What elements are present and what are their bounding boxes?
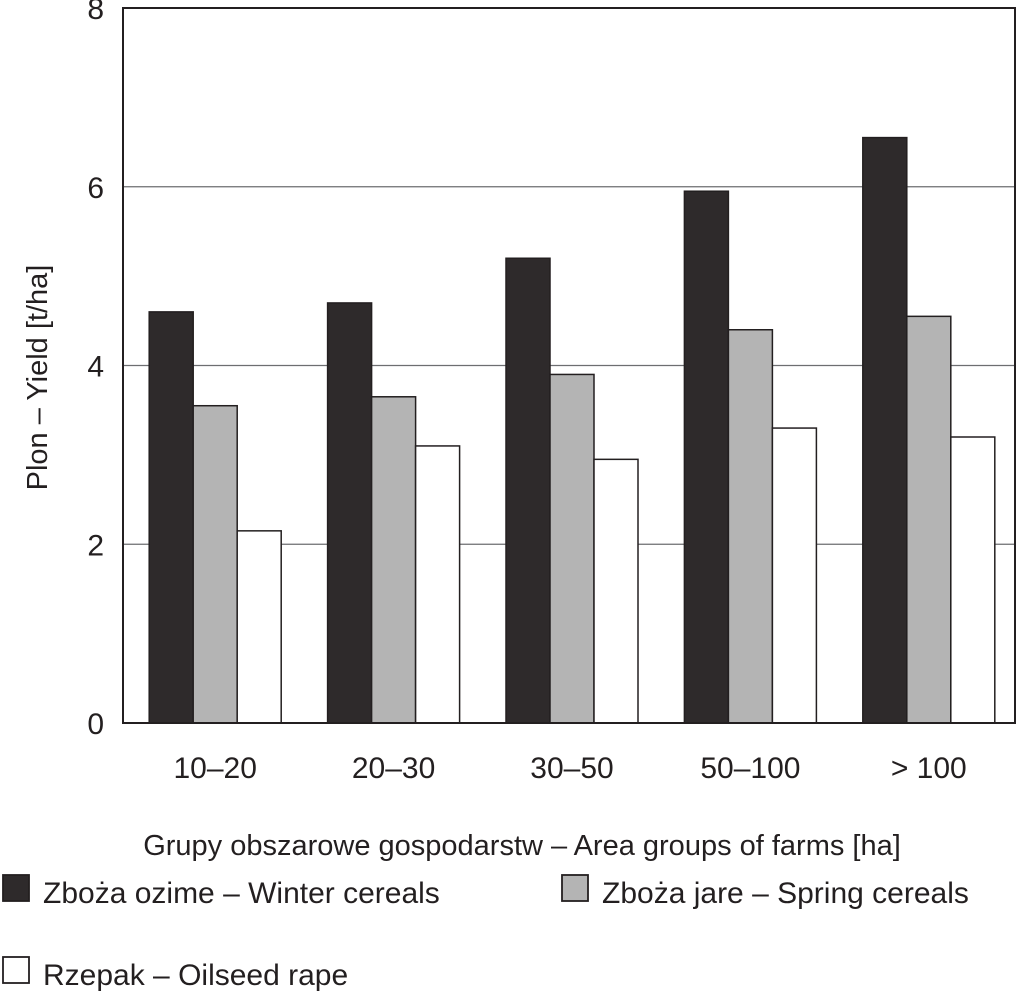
bar-winter-cereals — [683, 190, 730, 724]
x-tick-labels: 10–20 20–30 30–50 50–100 > 100 — [173, 752, 966, 785]
bar-spring-cereals — [192, 404, 238, 724]
y-tick-label: 8 — [87, 0, 104, 26]
plot-frame — [122, 7, 1016, 724]
y-tick-label: 0 — [87, 708, 104, 741]
legend-swatch — [2, 874, 30, 902]
bar-oilseed-rape — [950, 436, 996, 724]
legend-label: Zboża ozime – Winter cereals — [43, 877, 440, 910]
bar-winter-cereals — [862, 136, 908, 724]
y-tick-label: 6 — [87, 172, 104, 205]
bar-oilseed-rape — [414, 445, 461, 724]
y-tick-label: 2 — [87, 529, 104, 562]
bar-spring-cereals — [370, 396, 417, 724]
bar-oilseed-rape — [236, 530, 282, 724]
x-tick-label: 20–30 — [352, 752, 435, 785]
bar-oilseed-rape — [771, 427, 818, 724]
x-axis-title: Grupy obszarowe gospodarstw – Area group… — [143, 830, 901, 862]
y-tick-label: 4 — [87, 351, 104, 384]
legend-swatch — [2, 956, 30, 984]
legend-label: Zboża jare – Spring cereals — [602, 877, 969, 910]
bar-winter-cereals — [326, 302, 373, 724]
legend-label: Rzepak – Oilseed rape — [43, 959, 348, 992]
legend-swatch — [561, 874, 589, 902]
bars — [148, 136, 996, 724]
bar-spring-cereals — [906, 315, 952, 724]
x-tick-label: > 100 — [891, 752, 967, 785]
bar-spring-cereals — [727, 329, 774, 724]
bar-winter-cereals — [148, 311, 194, 724]
x-tick-label: 10–20 — [173, 752, 256, 785]
bar-winter-cereals — [505, 257, 551, 724]
y-axis-title: Plon – Yield [t/ha] — [22, 265, 54, 491]
bar-spring-cereals — [549, 373, 595, 724]
x-tick-label: 50–100 — [700, 752, 800, 785]
legend: Zboża ozime – Winter cereals Zboża jare –… — [2, 874, 969, 992]
x-tick-label: 30–50 — [530, 752, 613, 785]
bar-oilseed-rape — [593, 458, 639, 724]
y-tick-labels: 0 2 4 6 8 — [87, 0, 104, 741]
